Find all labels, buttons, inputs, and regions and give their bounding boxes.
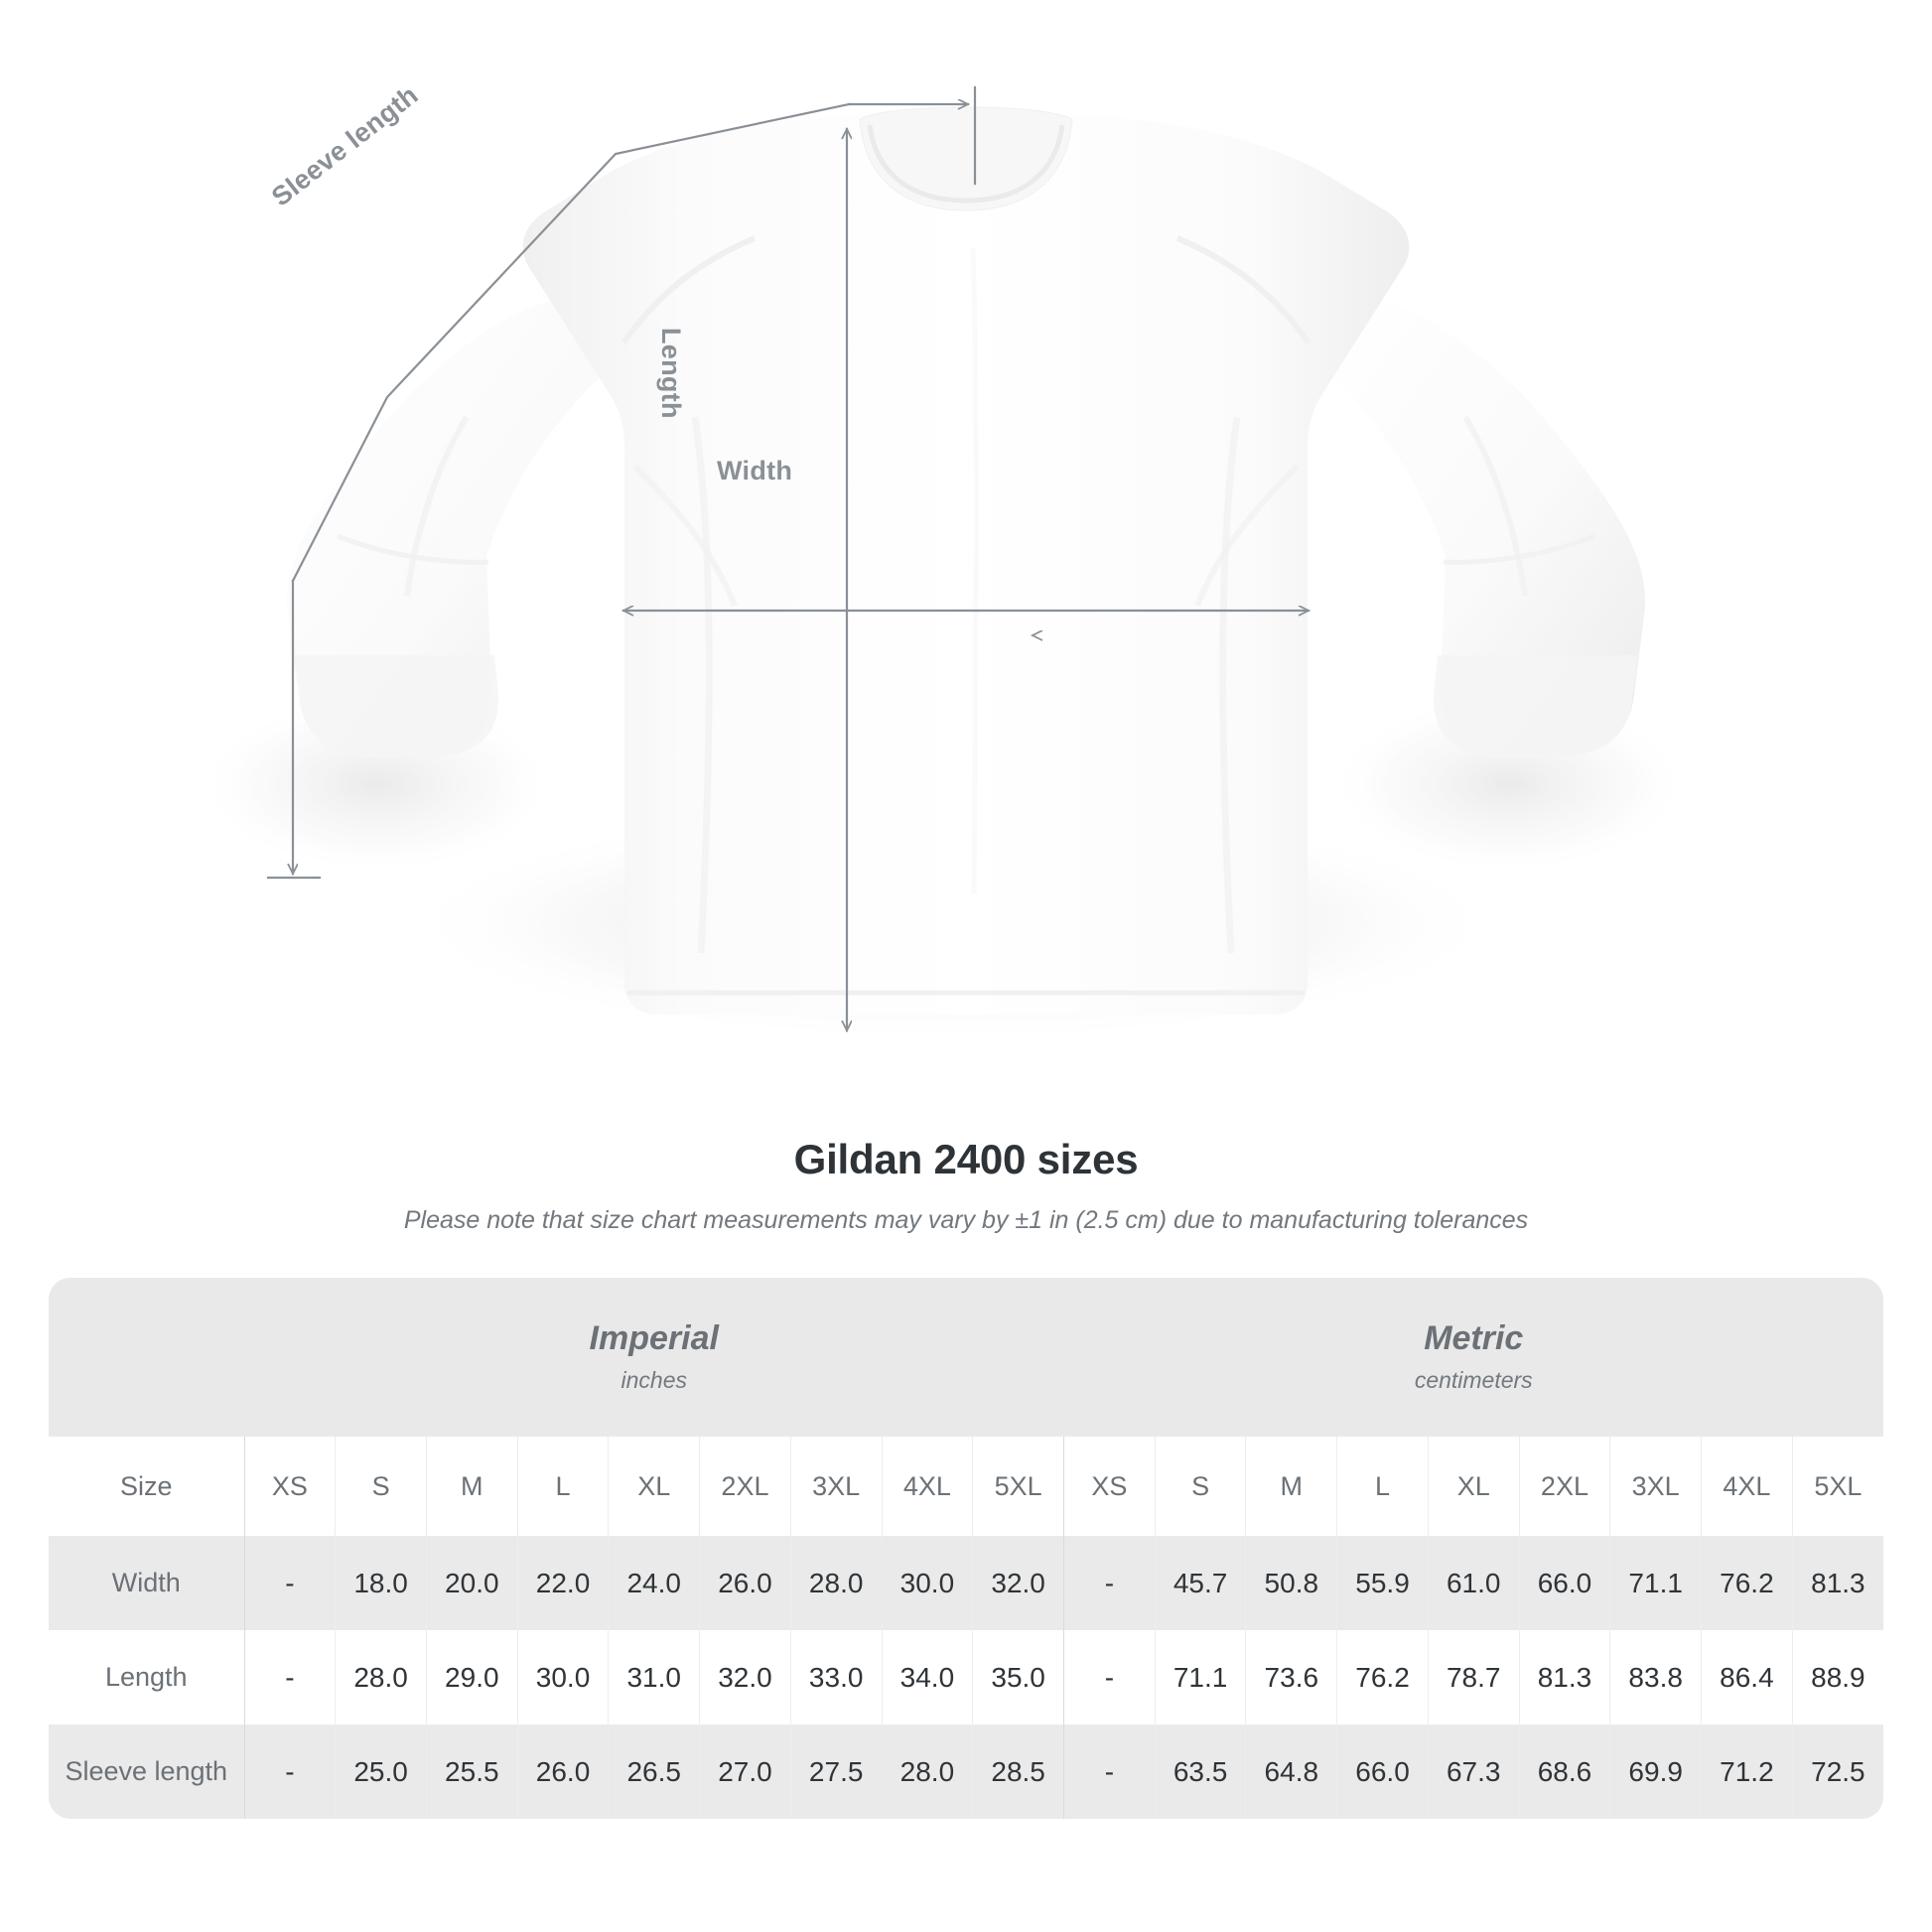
cell-width-imperial-xs: - bbox=[243, 1536, 336, 1630]
size-header-imperial-2xl: 2XL bbox=[699, 1437, 791, 1536]
size-header-imperial-xs: XS bbox=[243, 1437, 336, 1536]
cell-width-imperial-l: 22.0 bbox=[516, 1536, 609, 1630]
cell-sleeve-length-imperial-2xl: 27.0 bbox=[699, 1725, 791, 1819]
cell-sleeve-length-metric-m: 64.8 bbox=[1245, 1725, 1337, 1819]
cell-width-imperial-3xl: 28.0 bbox=[789, 1536, 883, 1630]
title-block: Gildan 2400 sizes Please note that size … bbox=[0, 1135, 1932, 1237]
cell-sleeve-length-metric-5xl: 72.5 bbox=[1791, 1725, 1884, 1819]
cell-length-imperial-xs: - bbox=[243, 1630, 336, 1725]
cell-sleeve-length-imperial-l: 26.0 bbox=[516, 1725, 609, 1819]
cell-length-metric-m: 73.6 bbox=[1245, 1630, 1337, 1725]
size-header-metric-m: M bbox=[1245, 1437, 1337, 1536]
unit-header-metric: Metric centimeters bbox=[1063, 1278, 1884, 1437]
page-title: Gildan 2400 sizes bbox=[793, 1136, 1139, 1182]
cell-width-metric-5xl: 81.3 bbox=[1791, 1536, 1884, 1630]
cell-width-metric-m: 50.8 bbox=[1245, 1536, 1337, 1630]
shirt-illustration bbox=[199, 85, 1688, 1042]
unit-header-imperial: Imperial inches bbox=[244, 1278, 1064, 1437]
cell-width-metric-xs: - bbox=[1063, 1536, 1156, 1630]
cell-length-imperial-l: 30.0 bbox=[516, 1630, 609, 1725]
size-header-metric-xs: XS bbox=[1063, 1437, 1156, 1536]
cell-sleeve-length-imperial-xs: - bbox=[243, 1725, 336, 1819]
cell-sleeve-length-metric-xs: - bbox=[1063, 1725, 1156, 1819]
size-header-imperial-l: L bbox=[516, 1437, 609, 1536]
cell-length-imperial-s: 28.0 bbox=[335, 1630, 427, 1725]
cell-width-imperial-2xl: 26.0 bbox=[699, 1536, 791, 1630]
cell-length-imperial-4xl: 34.0 bbox=[881, 1630, 973, 1725]
size-header-imperial-3xl: 3XL bbox=[789, 1437, 883, 1536]
cell-length-metric-2xl: 81.3 bbox=[1518, 1630, 1610, 1725]
size-header-label: Size bbox=[49, 1437, 244, 1536]
width-dimension-label: Width bbox=[717, 456, 793, 485]
cell-length-metric-5xl: 88.9 bbox=[1791, 1630, 1884, 1725]
cell-length-metric-3xl: 83.8 bbox=[1609, 1630, 1702, 1725]
row-label-sleeve-length: Sleeve length bbox=[49, 1725, 244, 1819]
size-header-imperial-5xl: 5XL bbox=[972, 1437, 1064, 1536]
cell-sleeve-length-imperial-4xl: 28.0 bbox=[881, 1725, 973, 1819]
cell-sleeve-length-imperial-s: 25.0 bbox=[335, 1725, 427, 1819]
size-header-row: Size XS S M L XL 2XL 3XL 4XL 5XL XS S M L XL 2XL 3XL 4XL 5… bbox=[49, 1437, 1884, 1536]
size-header-imperial-s: S bbox=[335, 1437, 427, 1536]
row-label-length: Length bbox=[49, 1630, 244, 1725]
cell-length-metric-xs: - bbox=[1063, 1630, 1156, 1725]
unit-name: Imperial bbox=[589, 1319, 719, 1358]
cell-length-metric-4xl: 86.4 bbox=[1701, 1630, 1793, 1725]
cell-width-metric-4xl: 76.2 bbox=[1701, 1536, 1793, 1630]
cell-length-imperial-m: 29.0 bbox=[425, 1630, 518, 1725]
unit-subtitle: centimeters bbox=[1414, 1367, 1533, 1394]
cell-sleeve-length-metric-l: 66.0 bbox=[1336, 1725, 1429, 1819]
cell-length-imperial-2xl: 32.0 bbox=[699, 1630, 791, 1725]
cell-width-metric-2xl: 66.0 bbox=[1518, 1536, 1610, 1630]
cell-width-metric-l: 55.9 bbox=[1336, 1536, 1429, 1630]
garment-diagram: Sleeve length Length Width bbox=[199, 79, 1688, 1042]
cell-length-imperial-3xl: 33.0 bbox=[789, 1630, 883, 1725]
cell-length-metric-s: 71.1 bbox=[1154, 1630, 1246, 1725]
size-header-imperial-4xl: 4XL bbox=[881, 1437, 973, 1536]
size-chart-table-wrapper: Imperial inches Metric centimeters Size XS S M L… bbox=[49, 1278, 1884, 1819]
measurement-lines bbox=[266, 85, 1309, 1031]
cell-width-imperial-4xl: 30.0 bbox=[881, 1536, 973, 1630]
tolerance-note: Please note that size chart measurements… bbox=[403, 1206, 1529, 1235]
cell-width-imperial-5xl: 32.0 bbox=[972, 1536, 1064, 1630]
cell-sleeve-length-metric-2xl: 68.6 bbox=[1518, 1725, 1610, 1819]
table-row: Length -28.0 29.0 30.0 31.0 32.0 33.0 34.0 35.0-… bbox=[49, 1630, 1884, 1725]
cell-width-imperial-m: 20.0 bbox=[425, 1536, 518, 1630]
unit-subtitle: inches bbox=[621, 1367, 687, 1394]
cell-width-imperial-s: 18.0 bbox=[335, 1536, 427, 1630]
cell-width-metric-xl: 61.0 bbox=[1427, 1536, 1520, 1630]
size-header-metric-4xl: 4XL bbox=[1701, 1437, 1793, 1536]
unit-header-row: Imperial inches Metric centimeters bbox=[49, 1278, 1884, 1437]
table-corner-cell bbox=[49, 1278, 244, 1437]
cell-sleeve-length-imperial-m: 25.5 bbox=[425, 1725, 518, 1819]
cell-length-metric-xl: 78.7 bbox=[1427, 1630, 1520, 1725]
cell-width-imperial-xl: 24.0 bbox=[608, 1536, 700, 1630]
cell-sleeve-length-metric-s: 63.5 bbox=[1154, 1725, 1246, 1819]
size-header-metric-3xl: 3XL bbox=[1609, 1437, 1702, 1536]
unit-name: Metric bbox=[1424, 1319, 1524, 1358]
size-header-metric-5xl: 5XL bbox=[1791, 1437, 1884, 1536]
table-row: Sleeve length -25.0 25.5 26.0 26.5 27.0 27.5 28… bbox=[49, 1725, 1884, 1819]
size-header-imperial-m: M bbox=[425, 1437, 518, 1536]
cell-sleeve-length-imperial-3xl: 27.5 bbox=[789, 1725, 883, 1819]
cell-length-imperial-5xl: 35.0 bbox=[972, 1630, 1064, 1725]
cell-sleeve-length-metric-4xl: 71.2 bbox=[1701, 1725, 1793, 1819]
cell-length-metric-l: 76.2 bbox=[1336, 1630, 1429, 1725]
cell-sleeve-length-imperial-5xl: 28.5 bbox=[972, 1725, 1064, 1819]
size-header-metric-s: S bbox=[1154, 1437, 1246, 1536]
length-dimension-label: Length bbox=[656, 328, 686, 419]
size-chart-table: Imperial inches Metric centimeters Size XS S M L… bbox=[49, 1278, 1884, 1819]
cell-sleeve-length-metric-3xl: 69.9 bbox=[1609, 1725, 1702, 1819]
size-header-metric-xl: XL bbox=[1427, 1437, 1520, 1536]
cell-length-imperial-xl: 31.0 bbox=[608, 1630, 700, 1725]
size-header-metric-l: L bbox=[1336, 1437, 1429, 1536]
cell-sleeve-length-metric-xl: 67.3 bbox=[1427, 1725, 1520, 1819]
cell-width-metric-3xl: 71.1 bbox=[1609, 1536, 1702, 1630]
table-row: Width -18.0 20.0 22.0 24.0 26.0 28.0 30.0 32.0-4… bbox=[49, 1536, 1884, 1630]
size-header-imperial-xl: XL bbox=[608, 1437, 700, 1536]
row-label-width: Width bbox=[49, 1536, 244, 1630]
cell-width-metric-s: 45.7 bbox=[1154, 1536, 1246, 1630]
size-header-metric-2xl: 2XL bbox=[1518, 1437, 1610, 1536]
cell-sleeve-length-imperial-xl: 26.5 bbox=[608, 1725, 700, 1819]
